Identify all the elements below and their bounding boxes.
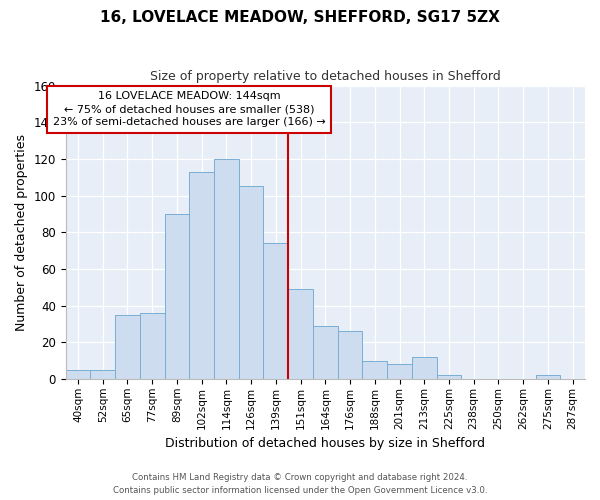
Bar: [239, 186, 263, 379]
Bar: [536, 375, 560, 379]
Bar: [164, 214, 190, 379]
Text: 16 LOVELACE MEADOW: 144sqm
← 75% of detached houses are smaller (538)
23% of sem: 16 LOVELACE MEADOW: 144sqm ← 75% of deta…: [53, 91, 326, 128]
Bar: [140, 313, 164, 379]
Bar: [65, 370, 91, 379]
Bar: [115, 314, 140, 379]
Bar: [338, 331, 362, 379]
X-axis label: Distribution of detached houses by size in Shefford: Distribution of detached houses by size …: [166, 437, 485, 450]
Bar: [91, 370, 115, 379]
Bar: [437, 375, 461, 379]
Y-axis label: Number of detached properties: Number of detached properties: [15, 134, 28, 330]
Text: Contains HM Land Registry data © Crown copyright and database right 2024.
Contai: Contains HM Land Registry data © Crown c…: [113, 474, 487, 495]
Bar: [288, 289, 313, 379]
Bar: [412, 357, 437, 379]
Text: 16, LOVELACE MEADOW, SHEFFORD, SG17 5ZX: 16, LOVELACE MEADOW, SHEFFORD, SG17 5ZX: [100, 10, 500, 25]
Bar: [214, 159, 239, 379]
Bar: [313, 326, 338, 379]
Title: Size of property relative to detached houses in Shefford: Size of property relative to detached ho…: [150, 70, 501, 83]
Bar: [387, 364, 412, 379]
Bar: [362, 360, 387, 379]
Bar: [263, 243, 288, 379]
Bar: [190, 172, 214, 379]
